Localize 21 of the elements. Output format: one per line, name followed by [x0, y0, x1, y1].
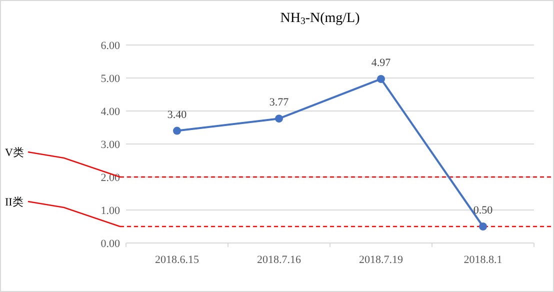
data-label: 3.77 — [269, 96, 290, 109]
point — [377, 74, 385, 83]
y-tick-label: 0.00 — [100, 238, 120, 250]
point — [479, 222, 487, 230]
chart-title: NH$_{3}$-N(mg/L) — [280, 11, 360, 27]
x-tick-label: 2018.7.19 — [359, 254, 404, 266]
y-tick-label: 3.00 — [100, 139, 120, 151]
x-tick-label: 2018.7.16 — [257, 254, 302, 266]
x-tick-label: 2018.8.1 — [464, 254, 502, 266]
point — [275, 114, 283, 123]
y-tick-label: 5.00 — [100, 73, 120, 85]
y-tick-label: 4.00 — [100, 106, 120, 118]
data-label: 3.40 — [167, 108, 188, 121]
data-label: 4.97 — [371, 56, 392, 69]
y-tick-label: 1.00 — [100, 205, 120, 217]
ref-line-label: II类 — [5, 196, 24, 208]
ref-line-label: V类 — [5, 146, 24, 159]
point — [173, 126, 181, 135]
y-tick-label: 6.00 — [100, 40, 120, 52]
x-tick-label: 2018.6.15 — [155, 254, 200, 266]
data-label: 0.50 — [473, 204, 494, 216]
